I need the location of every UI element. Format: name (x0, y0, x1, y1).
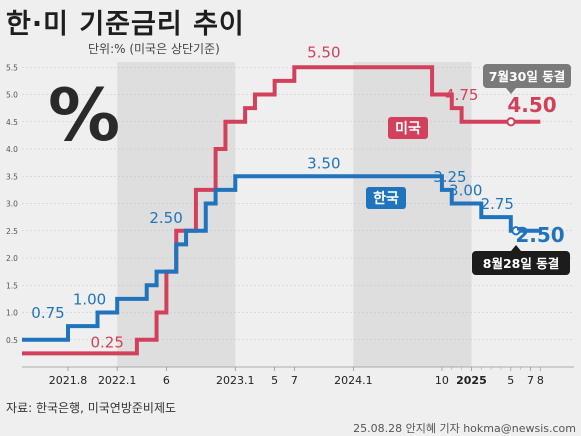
value-label: 1.00 (73, 291, 106, 309)
callout-note-box (483, 64, 571, 88)
y-tick-label: 2.5 (6, 227, 18, 236)
y-tick-label: 2.0 (6, 254, 18, 263)
source-note: 자료: 한국은행, 미국연방준비제도 (6, 401, 177, 415)
x-tick-label: 7 (291, 374, 298, 387)
value-label: 3.25 (433, 168, 466, 186)
year-band-1 (353, 62, 472, 367)
y-tick-label: 4.5 (6, 118, 18, 127)
callout-tail (506, 88, 516, 94)
value-label: 2.50 (149, 209, 182, 227)
value-label: 3.50 (307, 154, 340, 172)
value-label: 3.00 (449, 182, 482, 200)
x-tick-label: 2023.1 (216, 374, 255, 387)
y-tick-label: 3.0 (6, 200, 18, 209)
y-tick-label: 5.0 (6, 91, 18, 100)
x-tick-label: 7 (527, 374, 534, 387)
y-tick-label: 5.5 (6, 63, 18, 72)
endpoint-dot (506, 117, 516, 127)
x-tick-label: 5 (271, 374, 278, 387)
callout-note-text: 8월28일 동결 (483, 256, 559, 271)
x-tick-label: 8 (537, 374, 544, 387)
endpoint-dot (511, 226, 521, 236)
value-label: 0.75 (31, 304, 64, 322)
percent-icon: % (48, 73, 120, 157)
value-label: 4.75 (445, 86, 478, 104)
callout-note-text: 7월30일 동결 (489, 69, 565, 84)
x-tick-label: 2024.1 (334, 374, 373, 387)
year-band-0 (117, 62, 236, 367)
series-tag-label: 미국 (395, 121, 421, 137)
x-tick-label: 2025 (456, 374, 487, 387)
callout-note-box (472, 251, 570, 275)
callout-value: 2.50 (515, 223, 564, 247)
value-label: 2.75 (481, 195, 514, 213)
series-line-kr (22, 174, 541, 342)
series-tag-label: 한국 (373, 191, 399, 207)
x-tick-label: 10 (435, 374, 449, 387)
value-label: 5.50 (307, 43, 340, 61)
y-tick-label: 0.5 (6, 336, 18, 345)
x-tick-label: 5 (507, 374, 514, 387)
y-tick-label: 1.5 (6, 281, 18, 290)
x-tick-label: 2021.8 (49, 374, 88, 387)
unit-note: 단위:% (미국은 상단기준) (88, 42, 220, 56)
page-title: 한·미 기준금리 추이 (6, 9, 245, 40)
series-tag-box (366, 187, 406, 209)
credit-line: 25.08.28 안지혜 기자 hokma@newsis.com (353, 422, 576, 435)
series-tag-box (388, 117, 428, 139)
callout-tail (511, 245, 521, 251)
value-label: 0.25 (90, 333, 123, 351)
callout-value: 4.50 (507, 93, 556, 117)
y-tick-label: 4.0 (6, 145, 18, 154)
series-line-us (22, 65, 541, 356)
x-tick-label: 6 (163, 374, 170, 387)
y-tick-label: 3.5 (6, 172, 18, 181)
x-tick-label: 2022.1 (98, 374, 137, 387)
y-tick-label: 1.0 (6, 309, 18, 318)
